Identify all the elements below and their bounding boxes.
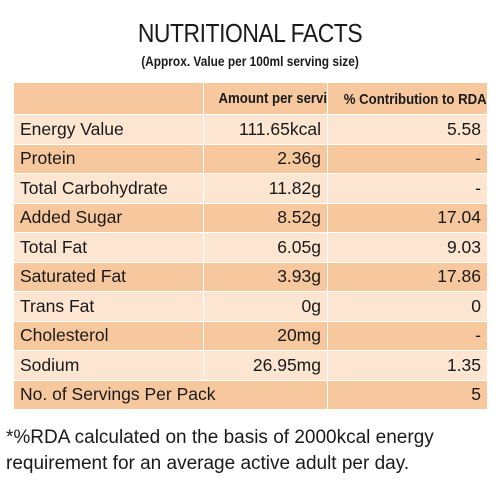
table-row: Added Sugar 8.52g 17.04 [13,202,488,233]
table-row: Total Carbohydrate 11.82g - [13,173,488,204]
nutrient-amount: 6.05g [203,232,328,263]
page-subtitle: (Approx. Value per 100ml serving size) [141,53,359,69]
nutrient-rda: 17.04 [327,202,488,233]
nutrient-name: Saturated Fat [13,261,204,292]
header-blank-cell [13,82,204,115]
header-amount-label: Amount per serving [218,90,328,107]
table-row: Saturated Fat 3.93g 17.86 [13,261,488,292]
nutrient-amount: 0g [203,291,328,322]
nutrient-rda: - [327,173,488,204]
nutrient-rda: 9.03 [327,232,488,263]
nutrient-name: Cholesterol [13,320,204,351]
table-row: Trans Fat 0g 0 [13,291,488,322]
nutrient-amount: 20mg [203,320,328,351]
table-row: Total Fat 6.05g 9.03 [13,232,488,263]
nutrient-name: No. of Servings Per Pack [13,379,328,410]
table-row: Cholesterol 20mg - [13,320,488,351]
nutrient-amount: 11.82g [203,173,328,204]
nutrient-rda: 17.86 [327,261,488,292]
page-title: NUTRITIONAL FACTS [137,18,363,48]
nutrient-amount: 26.95mg [203,350,328,381]
nutrient-amount: 111.65kcal [203,114,328,145]
nutrient-amount: 2.36g [203,143,328,174]
header-rda: % Contribution to RDA* [327,82,488,115]
nutrient-name: Energy Value [13,114,204,145]
table-header-row: Amount per serving % Contribution to RDA… [13,82,488,115]
table-row: No. of Servings Per Pack 5 [13,379,488,410]
table-row: Energy Value 111.65kcal 5.58 [13,114,488,145]
nutrient-rda: 5 [327,379,488,410]
nutrient-amount: 8.52g [203,202,328,233]
table-row: Sodium 26.95mg 1.35 [13,350,488,381]
nutrient-amount: 3.93g [203,261,328,292]
nutrient-rda: 5.58 [327,114,488,145]
nutrition-table: Amount per serving % Contribution to RDA… [13,82,488,410]
header-amount: Amount per serving [203,82,328,115]
nutrient-name: Added Sugar [13,202,204,233]
nutrient-name: Trans Fat [13,291,204,322]
header-rda-label: % Contribution to RDA [343,90,487,108]
nutrient-name: Total Fat [13,232,204,263]
nutrient-name: Sodium [13,350,204,381]
footnote: *%RDA calculated on the basis of 2000kca… [6,427,434,474]
table-row: Protein 2.36g - [13,143,488,174]
nutrient-name: Total Carbohydrate [13,173,204,204]
nutrient-rda: 0 [327,291,488,322]
nutrient-rda: - [327,143,488,174]
nutrient-rda: 1.35 [327,350,488,381]
nutrient-rda: - [327,320,488,351]
nutrient-name: Protein [13,143,204,174]
